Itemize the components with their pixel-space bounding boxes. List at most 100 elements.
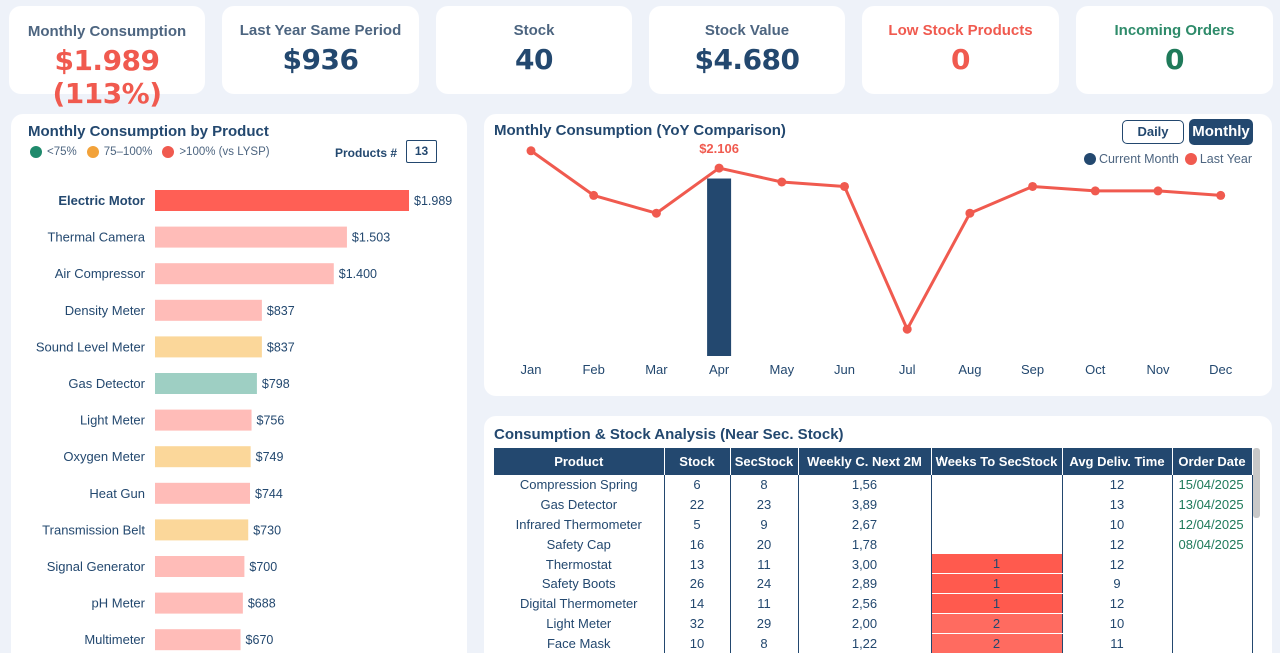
last-year-point[interactable] xyxy=(1216,190,1226,200)
legend-dot-orange-icon xyxy=(86,146,99,158)
table-row[interactable]: Face Mask 10 8 1,22 2 11 xyxy=(494,633,1253,653)
bar[interactable] xyxy=(155,263,334,285)
cell-order xyxy=(1172,554,1253,574)
cell-product: Safety Boots xyxy=(494,573,665,594)
x-tick-label: Aug xyxy=(958,362,981,377)
column-header-secstock[interactable]: SecStock xyxy=(730,448,799,475)
bar-category-label: Electric Motor xyxy=(58,193,145,208)
bar-category-label: Light Meter xyxy=(80,413,146,428)
table-scrollbar[interactable] xyxy=(1253,448,1260,518)
legend-dot-red-icon xyxy=(162,146,175,158)
bar[interactable] xyxy=(155,482,251,504)
kpi-stock: Stock 40 xyxy=(436,6,632,94)
table-row[interactable]: Thermostat 13 11 3,00 1 12 xyxy=(494,554,1253,575)
table-row[interactable]: Safety Cap 16 20 1,78 12 08/04/2025 xyxy=(494,534,1253,555)
cell-stock: 16 xyxy=(664,534,731,555)
sort-ascending-icon: ▲ xyxy=(937,453,946,462)
bar-value-label: $1.989 xyxy=(414,194,452,208)
bar[interactable] xyxy=(155,629,241,651)
table-row[interactable]: Infrared Thermometer 5 9 2,67 10 12/04/2025 xyxy=(494,514,1253,535)
table-row[interactable]: Compression Spring 6 8 1,56 12 15/04/2025 xyxy=(494,475,1253,495)
last-year-point[interactable] xyxy=(902,324,912,334)
bar[interactable] xyxy=(155,226,347,248)
cell-order: 08/04/2025 xyxy=(1172,534,1253,555)
column-header-order-date[interactable]: Order Date xyxy=(1172,448,1253,475)
table-row[interactable]: Gas Detector 22 23 3,89 13 13/04/2025 xyxy=(494,494,1253,515)
bar-value-label: $756 xyxy=(257,414,285,428)
cell-sec: 23 xyxy=(730,494,799,515)
bar-category-label: Transmission Belt xyxy=(42,522,145,537)
cell-deliv: 10 xyxy=(1062,613,1173,634)
cell-deliv: 12 xyxy=(1062,475,1173,495)
column-header-weeks-to-secstock[interactable]: ▲ Weeks To SecStock xyxy=(931,448,1063,475)
cell-deliv: 11 xyxy=(1062,633,1173,653)
cell-deliv: 13 xyxy=(1062,494,1173,515)
last-year-point[interactable] xyxy=(589,190,599,200)
bar[interactable] xyxy=(155,519,249,541)
bar[interactable] xyxy=(155,446,251,468)
cell-order xyxy=(1172,593,1253,614)
kpi-value: 40 xyxy=(515,43,553,76)
cell-weeks xyxy=(931,534,1063,555)
cell-weeks: 1 xyxy=(931,593,1063,615)
column-header-product[interactable]: Product xyxy=(494,448,665,475)
x-tick-label: Feb xyxy=(582,362,604,377)
cell-stock: 10 xyxy=(664,633,731,653)
panel-title: Monthly Consumption by Product xyxy=(28,123,269,140)
bar[interactable] xyxy=(155,556,245,577)
last-year-point[interactable] xyxy=(1090,186,1100,196)
cell-sec: 20 xyxy=(730,534,799,555)
column-header-stock[interactable]: Stock xyxy=(664,448,731,475)
cell-weeks xyxy=(931,494,1063,515)
table-header-row: Product Stock SecStock Weekly C. Next 2M… xyxy=(494,448,1253,475)
cell-deliv: 12 xyxy=(1062,554,1173,574)
last-year-point[interactable] xyxy=(840,181,849,191)
last-year-point[interactable] xyxy=(526,146,536,156)
table-row[interactable]: Light Meter 32 29 2,00 2 10 xyxy=(494,613,1253,634)
cell-sec: 11 xyxy=(730,554,799,574)
bar-legend: <75% 75–100% >100% (vs LYSP) xyxy=(30,146,280,158)
bar[interactable] xyxy=(155,299,262,321)
bar-value-label: $670 xyxy=(246,633,274,647)
column-header-avg-delivery[interactable]: Avg Deliv. Time xyxy=(1062,448,1173,475)
cell-sec: 24 xyxy=(730,573,799,594)
cell-weeks: 1 xyxy=(931,554,1063,575)
last-year-point[interactable] xyxy=(777,177,787,187)
x-tick-label: Jul xyxy=(899,362,916,377)
daily-toggle-button[interactable]: Daily xyxy=(1122,120,1184,144)
last-year-point[interactable] xyxy=(1028,181,1038,191)
cell-stock: 6 xyxy=(664,475,731,495)
x-tick-label: Jun xyxy=(834,362,855,377)
bar[interactable] xyxy=(155,190,409,211)
cell-product: Face Mask xyxy=(494,633,665,653)
products-count-input[interactable]: 13 xyxy=(406,140,437,163)
last-year-point[interactable] xyxy=(714,163,724,173)
last-year-point[interactable] xyxy=(1153,186,1163,196)
bar[interactable] xyxy=(155,592,243,614)
bar[interactable] xyxy=(155,409,252,431)
legend-item: <75% xyxy=(30,146,77,158)
cell-weekly: 1,22 xyxy=(798,633,932,653)
kpi-title: Stock xyxy=(513,22,555,39)
cell-weekly: 2,00 xyxy=(798,613,932,634)
table-row[interactable]: Safety Boots 26 24 2,89 1 9 xyxy=(494,573,1253,595)
column-header-weekly-consumption[interactable]: Weekly C. Next 2M xyxy=(798,448,932,475)
bar[interactable] xyxy=(155,336,262,358)
table-row[interactable]: Digital Thermometer 14 11 2,56 1 12 xyxy=(494,593,1253,615)
last-year-point[interactable] xyxy=(651,208,661,218)
bar[interactable] xyxy=(155,373,257,394)
cell-product: Thermostat xyxy=(494,554,665,574)
products-count-label: Products # xyxy=(335,146,398,160)
cell-order xyxy=(1172,573,1253,594)
legend-label: 75–100% xyxy=(103,146,153,158)
cell-stock: 32 xyxy=(664,613,731,634)
bar-value-label: $837 xyxy=(267,304,295,318)
kpi-value: 0 xyxy=(951,43,970,76)
current-month-bar[interactable] xyxy=(707,178,732,356)
yoy-line-chart: Jan Feb Mar Apr May Jun Jul Aug Sep Oct Nov Dec $2.1… xyxy=(521,141,1233,377)
monthly-toggle-button[interactable]: Monthly xyxy=(1189,119,1253,145)
cell-stock: 5 xyxy=(664,514,731,535)
stock-analysis-table: Product Stock SecStock Weekly C. Next 2M… xyxy=(494,448,1253,653)
last-year-point[interactable] xyxy=(965,208,975,218)
cell-weekly: 1,56 xyxy=(798,475,932,495)
